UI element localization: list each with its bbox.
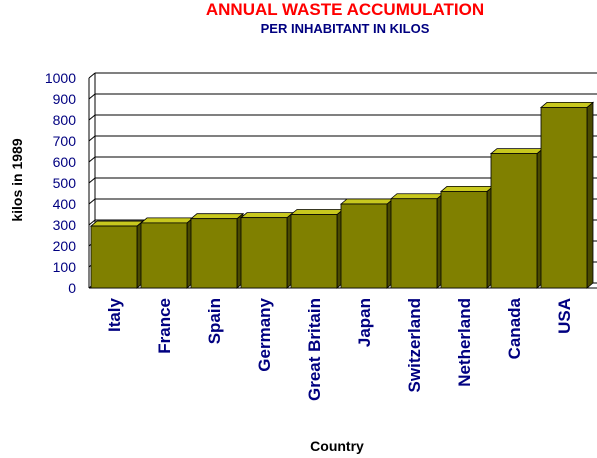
bar-top — [139, 217, 195, 224]
y-axis-ticks: 0 100 200 300 400 500 600 700 800 900 1000 — [45, 70, 76, 296]
bars — [89, 101, 595, 289]
bar — [189, 212, 245, 289]
bar-top — [339, 198, 395, 205]
y-tick-label: 500 — [53, 175, 77, 191]
x-tick-label: Spain — [205, 298, 224, 344]
chart-title: ANNUAL WASTE ACCUMULATION — [206, 0, 484, 19]
bar-top — [439, 185, 495, 192]
x-tick-label: Germany — [255, 297, 274, 371]
bar-front — [540, 107, 588, 289]
bar — [139, 217, 195, 289]
bar — [389, 192, 445, 289]
y-tick-label: 600 — [53, 154, 77, 170]
x-axis-categories: Italy France Spain Germany Great Britain Japa… — [105, 297, 574, 401]
bar-front — [390, 198, 438, 289]
y-axis-label: kilos in 1989 — [9, 138, 25, 221]
y-tick-label: 800 — [53, 112, 77, 128]
bar-top — [239, 212, 295, 219]
y-tick-label: 700 — [53, 133, 77, 149]
y-tick-label: 0 — [68, 280, 76, 296]
bar-top — [189, 213, 245, 220]
bar-side — [586, 101, 594, 289]
bar-front — [240, 217, 288, 289]
y-tick-label: 300 — [53, 217, 77, 233]
chart-subtitle: PER INHABITANT IN KILOS — [261, 21, 430, 36]
bar-front — [190, 218, 238, 289]
bar — [89, 220, 145, 289]
bar-top — [89, 220, 145, 227]
y-tick-label: 1000 — [45, 70, 76, 86]
bar — [339, 198, 395, 289]
bar — [489, 147, 545, 289]
x-tick-label: Switzerland — [405, 298, 424, 392]
x-tick-label: France — [155, 298, 174, 354]
x-tick-label: Italy — [105, 297, 124, 332]
bar-front — [140, 222, 188, 289]
bar — [539, 101, 595, 289]
bar-top — [489, 148, 545, 155]
bar-top — [289, 209, 345, 215]
bar-top — [389, 193, 445, 200]
x-tick-label: Canada — [505, 297, 524, 359]
bar-front — [340, 203, 388, 289]
y-tick-label: 400 — [53, 196, 77, 212]
x-tick-label: USA — [555, 298, 574, 334]
y-tick-label: 100 — [53, 259, 77, 275]
bar-front — [290, 214, 338, 289]
bar — [239, 211, 295, 289]
y-tick-label: 900 — [53, 91, 77, 107]
bar-front — [490, 153, 538, 289]
bar — [439, 185, 495, 289]
x-tick-label: Netherland — [455, 298, 474, 387]
bar-front — [440, 190, 488, 289]
x-tick-label: Great Britain — [305, 298, 324, 401]
x-tick-label: Japan — [355, 298, 374, 347]
y-tick-label: 200 — [53, 238, 77, 254]
bar-top — [539, 102, 595, 108]
bar — [289, 208, 345, 289]
bar-front — [90, 225, 138, 289]
x-axis-label: Country — [310, 438, 364, 454]
